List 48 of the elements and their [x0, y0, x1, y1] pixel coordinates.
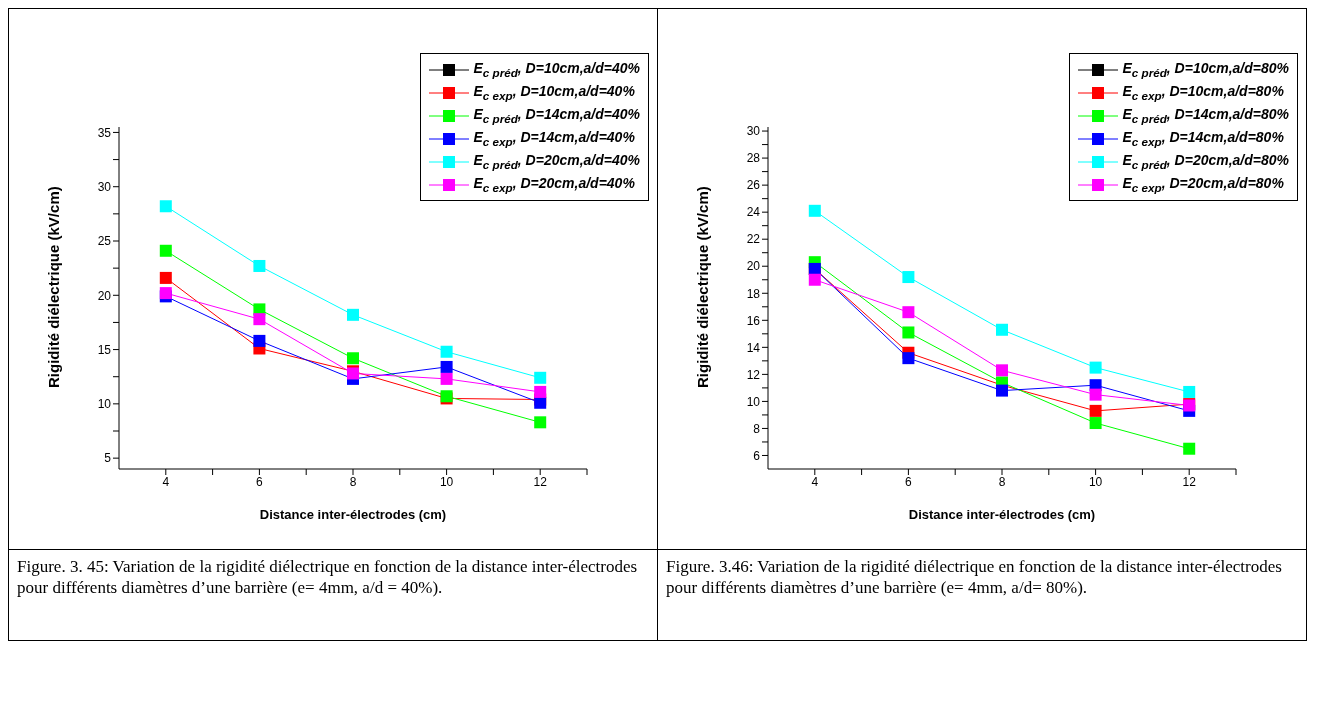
y-tick-label: 5 — [104, 451, 112, 466]
y-tick-label: 10 — [97, 397, 112, 412]
y-tick-label: 22 — [746, 232, 761, 247]
legend-label: E$_{c exp}$, D=14cm,a/d=40% — [473, 129, 635, 148]
y-tick-label: 18 — [746, 286, 761, 301]
legend-label: E$_{c exp}$, D=10cm,a/d=80% — [1122, 83, 1284, 102]
y-tick-label: 10 — [746, 394, 761, 409]
text: Figure. 3. 45: Variation de la rigidité diélectrique en fonction de la distance inter-électrodes pour différents diamètres d’une barrière (e= 4mm, a/d = 40%). — [17, 556, 639, 598]
x-axis-title: Distance inter-électrodes (cm) — [259, 507, 447, 522]
legend-label: E$_{c exp}$, D=14cm,a/d=80% — [1122, 129, 1284, 148]
legend-label: E$_{c exp}$, D=10cm,a/d=40% — [473, 83, 635, 102]
x-tick-label: 6 — [256, 474, 264, 489]
x-tick-label: 12 — [1182, 474, 1197, 489]
legend-label: E$_{c préd}$, D=20cm,a/d=80% — [1122, 152, 1289, 171]
legend-label: E$_{c exp}$, D=20cm,a/d=80% — [1122, 175, 1284, 194]
legend-label: E$_{c préd}$, D=14cm,a/d=80% — [1122, 106, 1289, 125]
y-tick-label: 16 — [746, 313, 761, 328]
legend-label: E$_{c exp}$, D=20cm,a/d=40% — [473, 175, 635, 194]
x-tick-label: 6 — [905, 474, 913, 489]
y-tick-label: 30 — [97, 179, 112, 194]
y-tick-label: 8 — [753, 421, 761, 436]
y-tick-label: 14 — [746, 340, 761, 355]
legend-label: E$_{c préd}$, D=10cm,a/d=80% — [1122, 60, 1289, 79]
x-tick-label: 12 — [533, 474, 548, 489]
y-tick-label: 35 — [97, 125, 112, 140]
x-tick-label: 4 — [162, 474, 170, 489]
y-tick-label: 20 — [97, 288, 112, 303]
y-tick-label: 6 — [753, 448, 761, 463]
y-tick-label: 30 — [746, 124, 761, 139]
legend-label: E$_{c préd}$, D=14cm,a/d=40% — [473, 106, 640, 125]
y-tick-label: 26 — [746, 178, 761, 193]
legend-label: E$_{c préd}$, D=20cm,a/d=40% — [473, 152, 640, 171]
x-tick-label: 10 — [439, 474, 454, 489]
y-tick-label: 24 — [746, 205, 761, 220]
x-tick-label: 8 — [998, 474, 1006, 489]
y-axis-title: Rigidité diélectrique (kV/cm) — [45, 186, 63, 388]
y-tick-label: 20 — [746, 259, 761, 274]
x-axis-title: Distance inter-électrodes (cm) — [908, 507, 1096, 522]
x-tick-label: 8 — [349, 474, 357, 489]
y-tick-label: 12 — [746, 367, 761, 382]
x-tick-label: 10 — [1088, 474, 1103, 489]
y-axis-title: Rigidité diélectrique (kV/cm) — [694, 186, 712, 388]
y-tick-label: 25 — [97, 234, 112, 249]
x-tick-label: 4 — [811, 474, 819, 489]
y-tick-label: 28 — [746, 151, 761, 166]
text: Figure. 3.46: Variation de la rigidité diélectrique en fonction de la distance inter-électrodes pour différents diamètres d’une barrière (e= 4mm, a/d= 80%). — [666, 556, 1283, 598]
legend-label: E$_{c préd}$, D=10cm,a/d=40% — [473, 60, 640, 79]
y-tick-label: 15 — [97, 342, 112, 357]
